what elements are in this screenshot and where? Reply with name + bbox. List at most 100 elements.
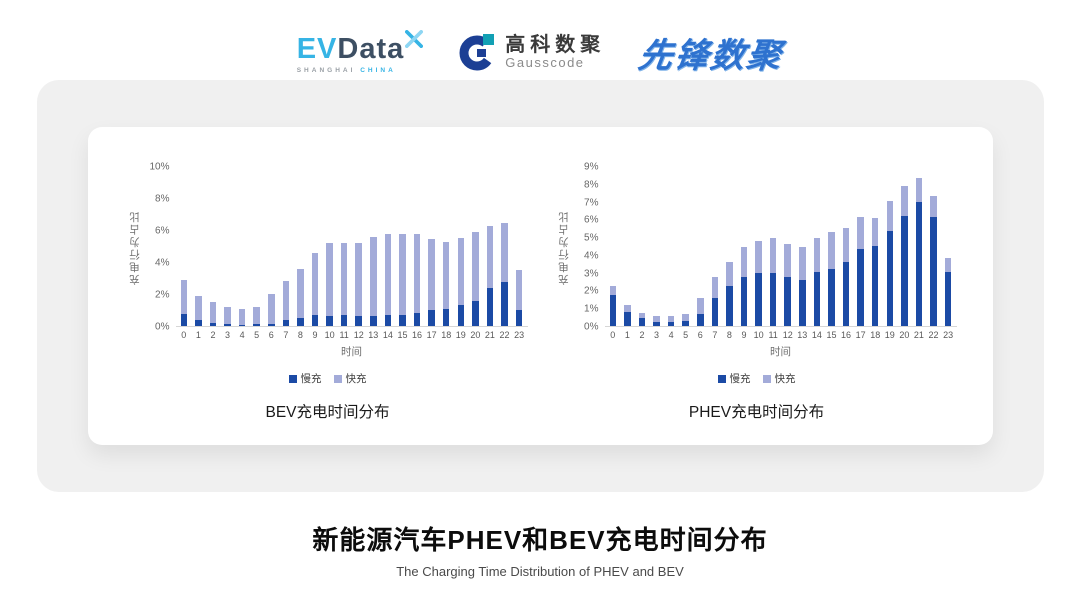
stacked-bar <box>297 167 304 326</box>
x-tick-label: 7 <box>283 330 289 340</box>
x-tick-label: 17 <box>426 330 437 340</box>
bar-segment-fast <box>944 258 952 273</box>
bar-segment-slow <box>726 286 733 326</box>
bar-segment-slow <box>915 202 923 326</box>
bar-slot <box>191 167 206 326</box>
bar-slot <box>868 167 883 326</box>
bar-segment-fast <box>282 281 290 321</box>
stacked-bar <box>486 167 494 326</box>
bar-segment-slow <box>871 245 879 326</box>
x-tick-label: 9 <box>312 330 318 340</box>
y-tick-label: 6% <box>584 214 599 226</box>
bar-segment-fast <box>697 297 704 314</box>
bar-slot <box>649 167 664 326</box>
x-tick-label: 8 <box>297 330 303 340</box>
bar-segment-slow <box>501 282 508 326</box>
stacked-bar <box>740 167 748 326</box>
bar-slot <box>708 167 723 326</box>
y-tick-label: 2% <box>584 285 599 297</box>
stacked-bar <box>370 167 377 326</box>
bar-segment-fast <box>457 237 465 306</box>
page: EV Data SHANGHAI CHINA 高科数聚 Gausscode <box>36 29 1044 579</box>
bar-slot <box>780 167 795 326</box>
bar-segment-fast <box>857 217 864 250</box>
bar-segment-slow <box>784 276 791 326</box>
bar-segment-slow <box>268 323 275 326</box>
y-tick-label: 4% <box>584 250 599 262</box>
y-axis-ticks: 9% 8% 7% 6% 5% 4% 3% 2% 1% 0% <box>571 162 605 333</box>
report-subtitle: The Charging Time Distribution of PHEV a… <box>396 564 684 579</box>
bar-slot <box>882 167 897 326</box>
legend-label: 慢充 <box>729 373 751 385</box>
bar-segment-fast <box>828 232 835 270</box>
stacked-bar <box>667 167 675 326</box>
stacked-bar <box>609 167 617 326</box>
bar-segment-fast <box>711 277 719 298</box>
bar-segment-slow <box>609 295 617 326</box>
y-tick-label: 8% <box>155 193 170 205</box>
bar-segment-slow <box>755 273 762 326</box>
stacked-bar <box>828 167 835 326</box>
legend-swatch-fast <box>333 374 342 383</box>
x-tick-label: 23 <box>943 330 954 340</box>
bar-segment-slow <box>901 216 908 326</box>
bar-slot <box>453 167 468 326</box>
bar-segment-fast <box>311 252 319 315</box>
bar-segment-slow <box>769 273 777 326</box>
stacked-bar <box>515 167 523 326</box>
stacked-bar <box>638 167 646 326</box>
y-tick-label: 8% <box>584 179 599 191</box>
bar-segment-slow <box>842 262 850 326</box>
stacked-bar <box>697 167 704 326</box>
bar-segment-fast <box>326 243 333 316</box>
bar-slot <box>766 167 781 326</box>
y-tick-label: 2% <box>155 289 170 301</box>
bar-slot <box>395 167 410 326</box>
gausscode-name-cn: 高科数聚 <box>505 33 606 56</box>
bar-slot <box>810 167 825 326</box>
bar-segment-fast <box>515 269 523 311</box>
bar-slot <box>279 167 294 326</box>
stacked-bar <box>784 167 791 326</box>
stacked-bar <box>901 167 908 326</box>
y-axis-ticks: 10% 8% 6% 4% 2% 0% <box>142 162 176 333</box>
bar-slot <box>620 167 635 326</box>
bar-segment-fast <box>340 243 348 315</box>
bar-slot <box>635 167 650 326</box>
bar-segment-slow <box>195 320 202 326</box>
bar-slot <box>897 167 912 326</box>
bar-segment-slow <box>857 249 864 326</box>
x-tick-label: 10 <box>324 330 335 340</box>
stacked-bar <box>195 167 202 326</box>
bar-segment-fast <box>442 241 450 309</box>
y-axis-label: 充电行为占比 <box>558 209 570 285</box>
bar-segment-slow <box>442 308 450 326</box>
bar-segment-slow <box>180 314 188 326</box>
y-tick-label: 7% <box>584 197 599 209</box>
x-tick-label: 2 <box>639 330 645 340</box>
bar-segment-fast <box>901 186 908 217</box>
bar-slot <box>751 167 766 326</box>
legend-swatch-fast <box>762 374 771 383</box>
bar-segment-fast <box>428 239 435 311</box>
chart-phev: 充电行为占比 9% 8% 7% 6% 5% 4% 3% 2% 1% 0% 0 1 2 3 4 5 6 7 8 9 10… <box>557 162 957 445</box>
bar-segment-slow <box>486 287 494 326</box>
bar-segment-fast <box>209 302 217 323</box>
stacked-bar <box>857 167 864 326</box>
bar-segment-slow <box>799 280 806 326</box>
bar-slot <box>264 167 279 326</box>
legend-swatch-slow <box>288 374 297 383</box>
chart-title: BEV充电时间分布 <box>265 404 390 421</box>
x-tick-label: 14 <box>811 330 822 340</box>
bar-slot <box>737 167 752 326</box>
x-tick-label: 5 <box>683 330 689 340</box>
stacked-bar <box>399 167 406 326</box>
bar-slot <box>693 167 708 326</box>
legend-label: 慢充 <box>300 373 322 385</box>
bar-segment-slow <box>697 313 704 326</box>
stacked-bar <box>355 167 362 326</box>
x-tick-label: 7 <box>712 330 718 340</box>
bar-slot <box>941 167 956 326</box>
stacked-bar <box>413 167 421 326</box>
stacked-bar <box>384 167 392 326</box>
